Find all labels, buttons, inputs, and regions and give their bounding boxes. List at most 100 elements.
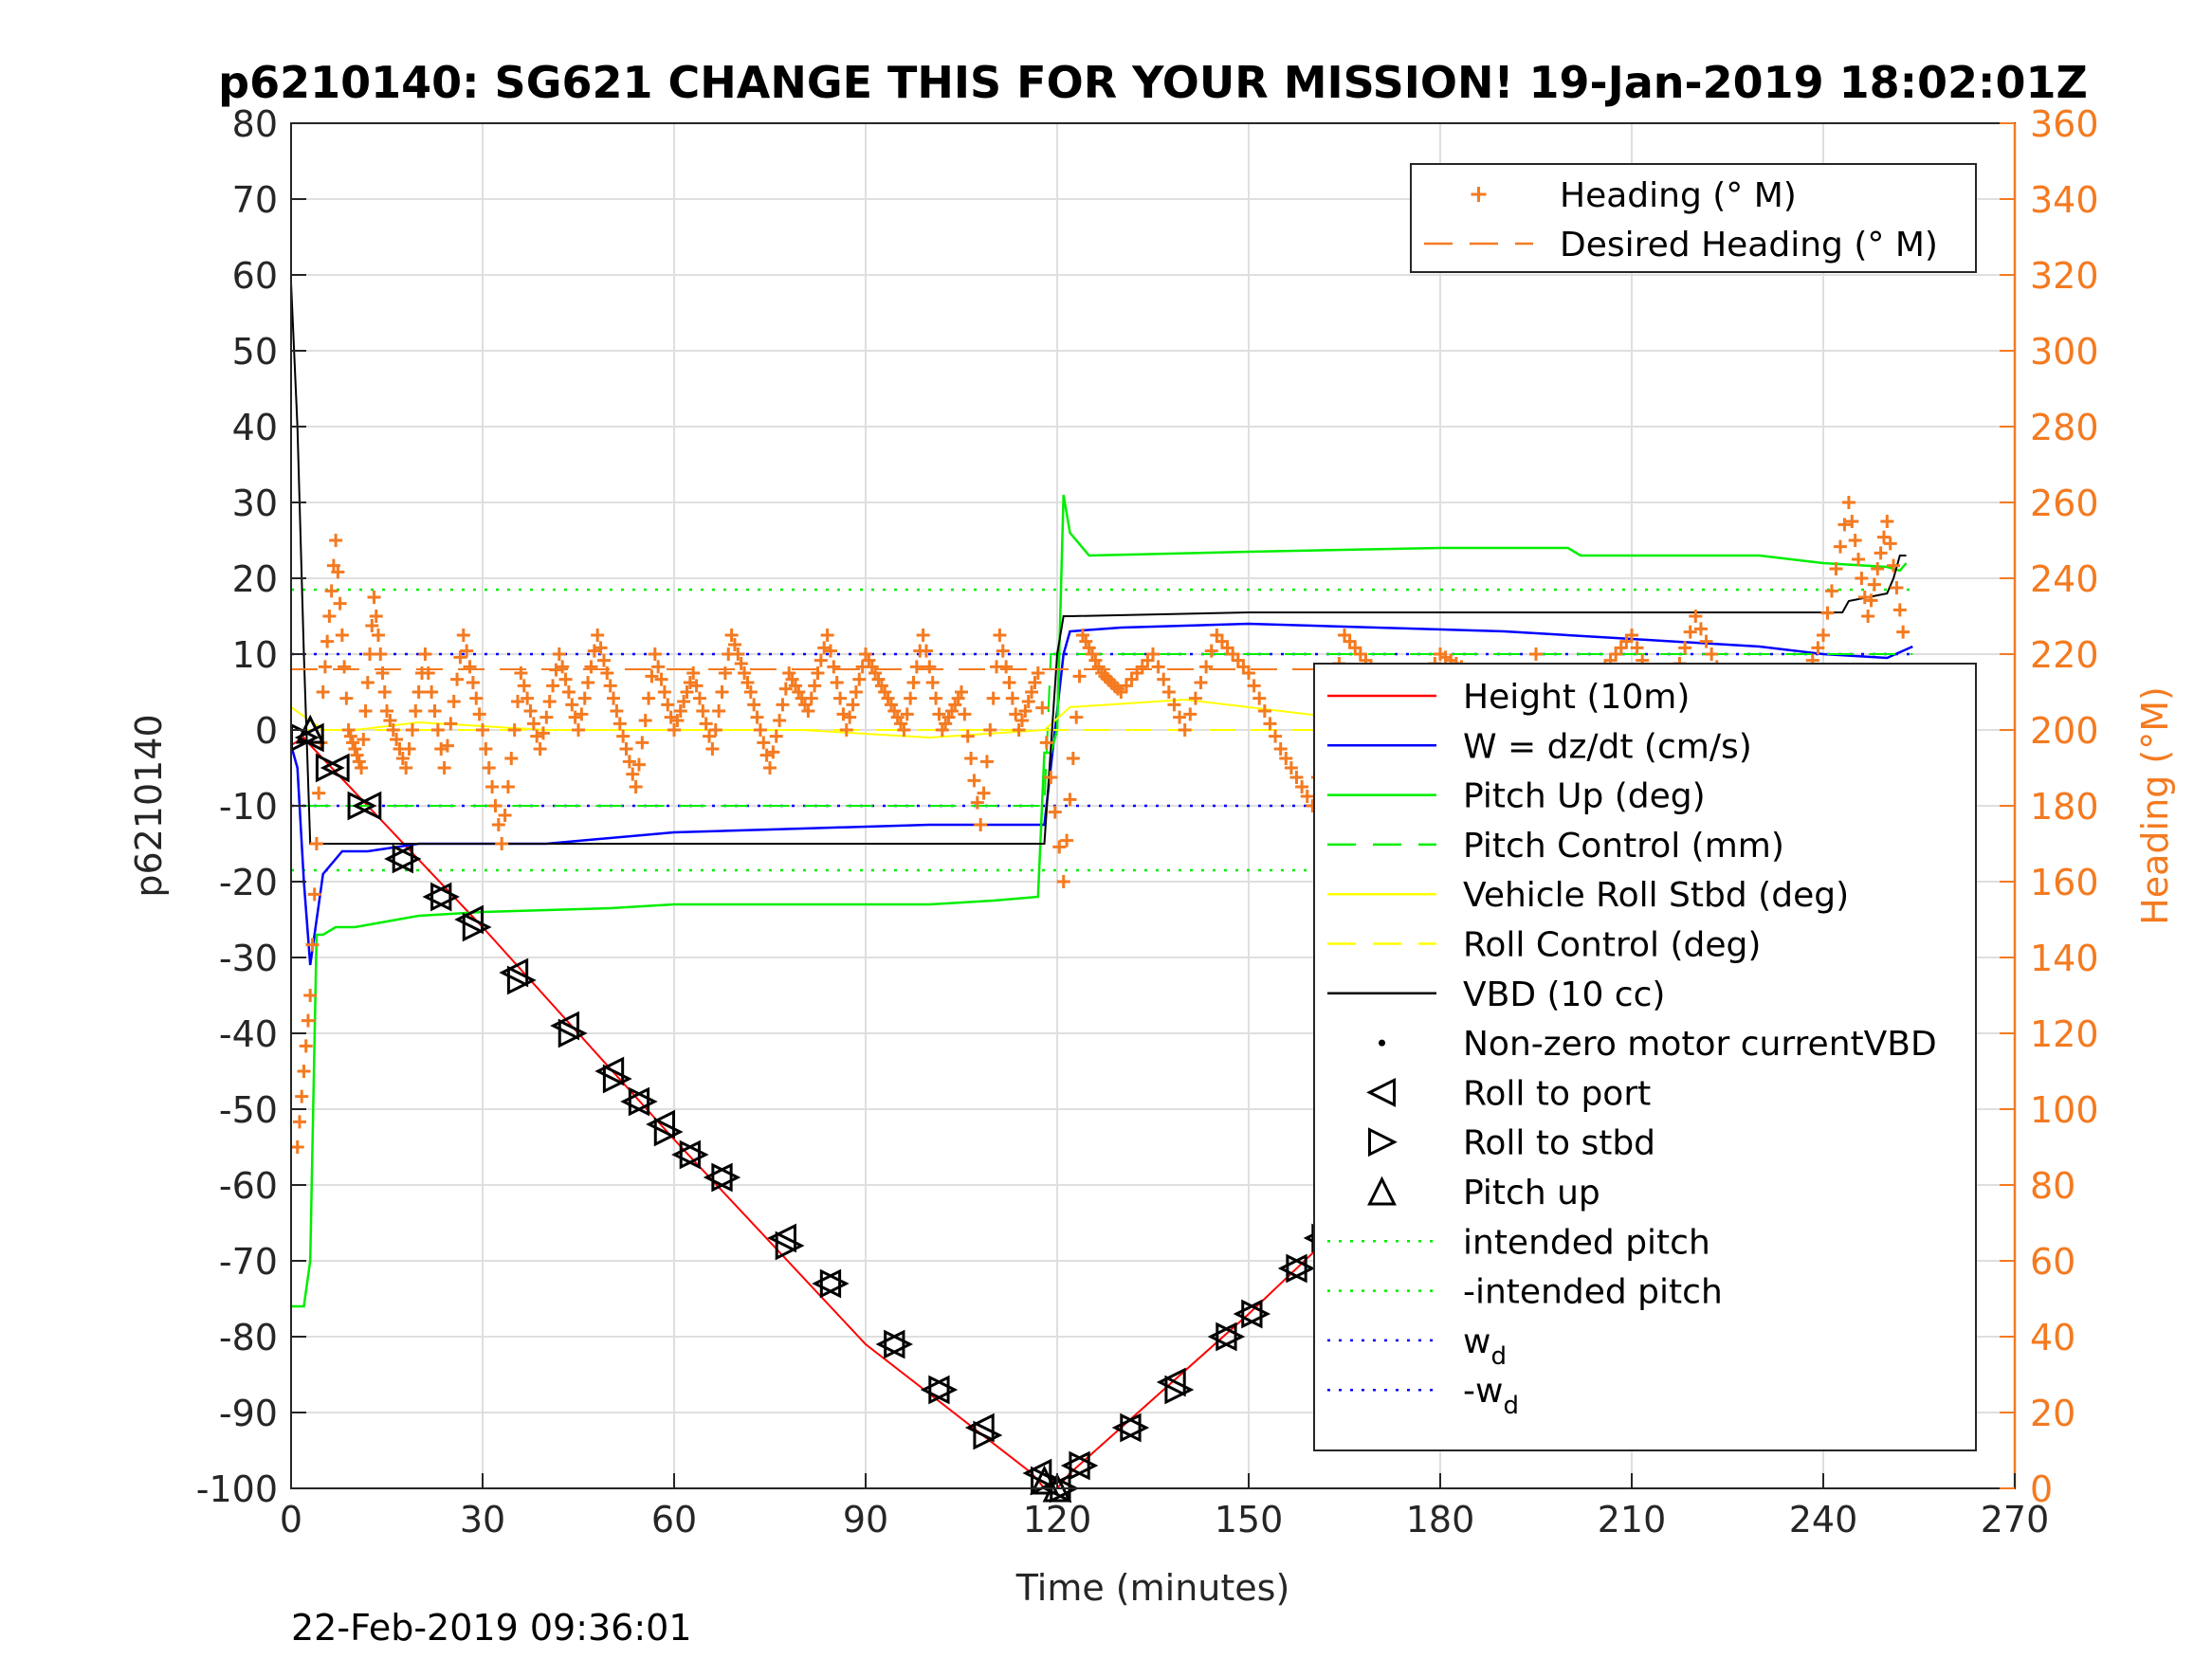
roll-to-stbd-marker — [347, 791, 377, 821]
heading-marker — [440, 738, 454, 753]
heading-marker — [372, 629, 386, 642]
heading-marker — [1257, 704, 1271, 718]
heading-markers — [290, 496, 1910, 1154]
y-right-axis-label: Heading (°M) — [2134, 686, 2176, 925]
heading-marker — [572, 723, 585, 737]
heading-marker — [1279, 752, 1293, 765]
x-axis-ticks: 0 30 60 90 120 150 180 210 240 270 — [280, 1473, 2049, 1540]
y-tick-label: -20 — [219, 862, 278, 903]
heading-marker — [1018, 704, 1033, 718]
heading-marker — [333, 596, 347, 611]
heading-marker — [801, 704, 815, 718]
heading-marker — [1867, 577, 1881, 592]
heading-marker — [539, 710, 554, 724]
legend-entry-label: Roll to port — [1463, 1074, 1651, 1113]
y-right-tick-label: 160 — [2030, 862, 2099, 903]
roll-to-stbd-marker — [775, 1231, 805, 1261]
y-right-tick-label: 260 — [2030, 483, 2099, 524]
heading-marker — [495, 837, 509, 850]
heading-marker — [964, 752, 978, 765]
heading-marker — [1289, 771, 1304, 784]
roll-to-stbd-marker — [653, 1117, 684, 1147]
heading-marker — [324, 584, 338, 598]
heading-marker — [1028, 676, 1042, 689]
y-right-tick-label: 300 — [2030, 331, 2099, 373]
heading-marker — [712, 704, 726, 718]
heading-marker — [1890, 581, 1904, 594]
heading-marker — [369, 610, 383, 623]
roll-to-port-marker — [1060, 1450, 1090, 1481]
heading-marker — [488, 799, 503, 812]
heading-marker — [1015, 714, 1029, 727]
heading-marker — [1284, 761, 1298, 775]
heading-marker — [1269, 729, 1283, 743]
x-tick-label: 210 — [1598, 1499, 1667, 1540]
heading-marker — [504, 752, 519, 765]
y-right-axis-ticks: 3603403203002802602402202001801601401201… — [2000, 103, 2099, 1510]
heading-marker — [747, 698, 761, 712]
heading-marker — [1263, 717, 1277, 731]
heading-marker — [1871, 562, 1885, 575]
heading-marker — [1693, 622, 1708, 636]
heading-marker — [692, 691, 706, 705]
heading-marker — [1845, 515, 1859, 528]
heading-marker — [1529, 647, 1543, 661]
heading-marker — [1892, 603, 1907, 617]
heading-marker — [1705, 647, 1719, 661]
heading-marker — [1167, 698, 1181, 712]
heading-marker — [411, 685, 426, 699]
heading-marker — [1005, 691, 1019, 705]
heading-marker — [631, 757, 646, 772]
y-tick-label: 10 — [232, 634, 278, 676]
y-right-tick-label: 180 — [2030, 786, 2099, 828]
heading-marker — [316, 685, 330, 699]
heading-marker — [409, 704, 423, 718]
heading-marker — [577, 691, 592, 705]
heading-marker — [1252, 691, 1267, 705]
legend-marker-dot — [1379, 1039, 1385, 1047]
heading-marker — [657, 685, 671, 699]
legend-box — [1410, 163, 1977, 273]
heading-marker — [996, 644, 1010, 658]
heading-marker — [447, 695, 461, 708]
legend-main: Height (10m) W = dz/dt (cm/s) Pitch Up (de… — [1313, 663, 1977, 1451]
heading-marker — [740, 676, 755, 689]
heading-marker — [466, 676, 480, 689]
x-tick-label: 150 — [1215, 1499, 1284, 1540]
roll-to-port-marker — [703, 1162, 733, 1193]
heading-marker — [322, 610, 337, 623]
heading-marker — [1874, 546, 1888, 560]
heading-marker — [1002, 676, 1016, 689]
heading-marker — [820, 629, 834, 642]
heading-marker — [460, 644, 474, 658]
heading-marker — [958, 707, 972, 721]
heading-marker — [561, 685, 576, 699]
heading-marker — [596, 653, 611, 667]
roll-to-port-marker — [1233, 1299, 1263, 1329]
heading-marker — [479, 742, 493, 756]
legend-entry-label: Vehicle Roll Stbd (deg) — [1463, 876, 1849, 915]
heading-marker — [526, 717, 540, 731]
legend-entry-label: Roll Control (deg) — [1463, 926, 1761, 965]
heading-marker — [929, 691, 943, 705]
heading-marker — [469, 691, 484, 705]
legend-marker-plus — [1471, 187, 1487, 202]
heading-marker — [1820, 606, 1835, 620]
heading-marker — [648, 647, 662, 661]
series-line — [291, 494, 1908, 1308]
heading-marker — [517, 679, 531, 693]
heading-marker — [909, 660, 923, 674]
roll-to-port-marker — [422, 882, 452, 912]
heading-marker — [814, 653, 828, 667]
roll-to-port-marker — [920, 1375, 950, 1405]
heading-marker — [335, 629, 349, 642]
heading-marker — [967, 774, 981, 788]
heading-marker — [292, 1115, 306, 1129]
heading-marker — [986, 691, 1000, 705]
heading-marker — [331, 565, 345, 579]
roll-to-port-marker — [384, 844, 413, 874]
heading-marker — [523, 704, 538, 718]
heading-marker — [1031, 666, 1045, 680]
legend-entry-label: Pitch Up (deg) — [1463, 777, 1706, 816]
roll-to-stbd-marker — [462, 912, 492, 942]
